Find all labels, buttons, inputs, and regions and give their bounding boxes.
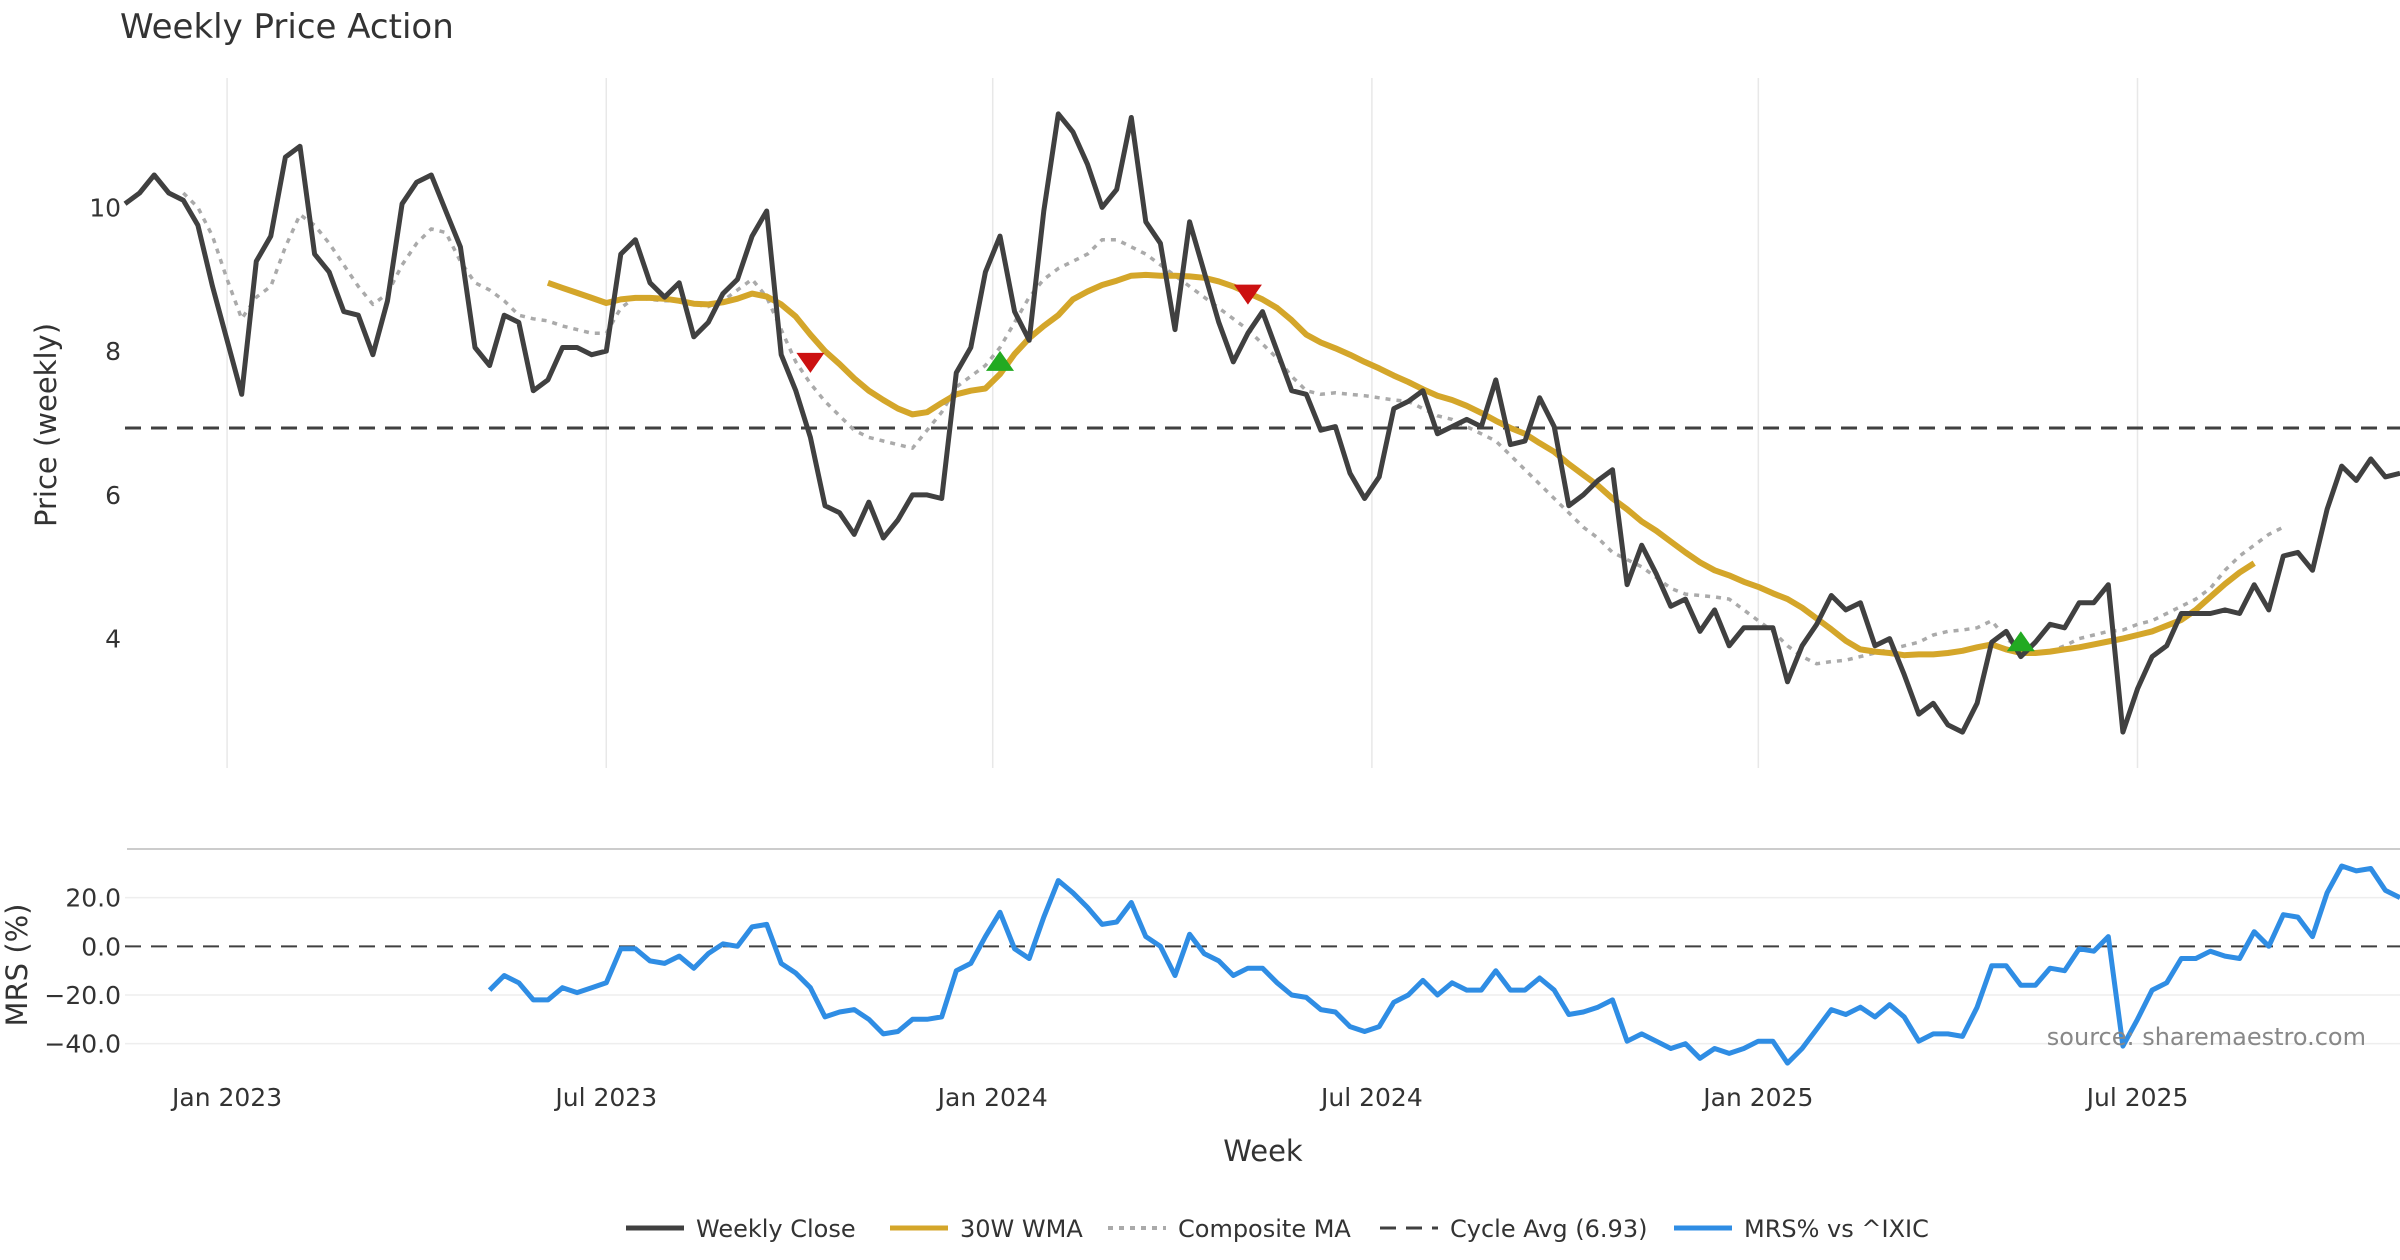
price-y-ticks: 4 6 8 10 — [89, 193, 121, 653]
x-tick-label: Jan 2025 — [1701, 1083, 1813, 1112]
series-line-mrs — [487, 863, 2400, 1066]
x-tick-label: Jan 2024 — [936, 1083, 1048, 1112]
x-tick-label: Jul 2025 — [2085, 1083, 2189, 1112]
legend-label: Weekly Close — [696, 1215, 856, 1243]
sell-signal-marker — [1233, 284, 1262, 305]
legend-label: Cycle Avg (6.93) — [1450, 1215, 1647, 1243]
mrs-grid — [125, 896, 2400, 1045]
x-tick-label: Jul 2024 — [1319, 1083, 1423, 1112]
legend: Weekly Close 30W WMA Composite MA Cycle Avg… — [626, 1215, 1929, 1243]
mrs-y-tick-label: −40.0 — [44, 1030, 121, 1059]
x-axis-label: Week — [1223, 1134, 1303, 1168]
legend-item: MRS% vs ^IXIC — [1674, 1215, 1929, 1243]
legend-item: 30W WMA — [890, 1215, 1083, 1243]
price-y-tick-label: 4 — [105, 625, 121, 654]
sell-signal-marker — [796, 352, 825, 373]
price-series — [123, 111, 2400, 735]
price-y-tick-label: 10 — [89, 193, 121, 222]
chart-title: Weekly Price Action — [120, 7, 454, 47]
signal-markers — [796, 284, 2035, 652]
mrs-y-tick-label: −20.0 — [44, 981, 121, 1010]
mrs-y-tick-label: 20.0 — [65, 884, 121, 913]
mrs-series — [487, 863, 2400, 1066]
mrs-y-ticks: 20.0 0.0 −20.0 −40.0 — [44, 884, 121, 1059]
buy-signal-marker — [2006, 631, 2035, 652]
price-y-axis-label: Price (weekly) — [29, 323, 63, 527]
mrs-panel: 20.0 0.0 −20.0 −40.0 MRS (%) source: sharem… — [0, 848, 2400, 1066]
price-grid — [226, 78, 2139, 768]
legend-label: MRS% vs ^IXIC — [1744, 1215, 1929, 1243]
source-text: source: sharemaestro.com — [2047, 1023, 2366, 1051]
series-line-composite-ma — [182, 191, 2285, 666]
series-line-30w-wma — [546, 271, 2256, 659]
legend-item: Weekly Close — [626, 1215, 856, 1243]
legend-label: 30W WMA — [960, 1215, 1083, 1243]
legend-label: Composite MA — [1178, 1215, 1351, 1243]
price-panel: 4 6 8 10 Price (weekly) — [29, 78, 2400, 768]
x-axis-ticks: Jan 2023 Jul 2023 Jan 2024 Jul 2024 Jan 2025… — [170, 1083, 2188, 1112]
buy-signal-marker — [986, 350, 1014, 371]
mrs-y-axis-label: MRS (%) — [0, 904, 34, 1027]
series-line-weekly-close — [123, 111, 2400, 735]
price-y-tick-label: 8 — [105, 337, 121, 366]
legend-item: Composite MA — [1108, 1215, 1351, 1243]
legend-item: Cycle Avg (6.93) — [1380, 1215, 1647, 1243]
price-y-tick-label: 6 — [105, 481, 121, 510]
mrs-y-tick-label: 0.0 — [81, 932, 121, 961]
x-tick-label: Jul 2023 — [553, 1083, 657, 1112]
x-tick-label: Jan 2023 — [170, 1083, 282, 1112]
